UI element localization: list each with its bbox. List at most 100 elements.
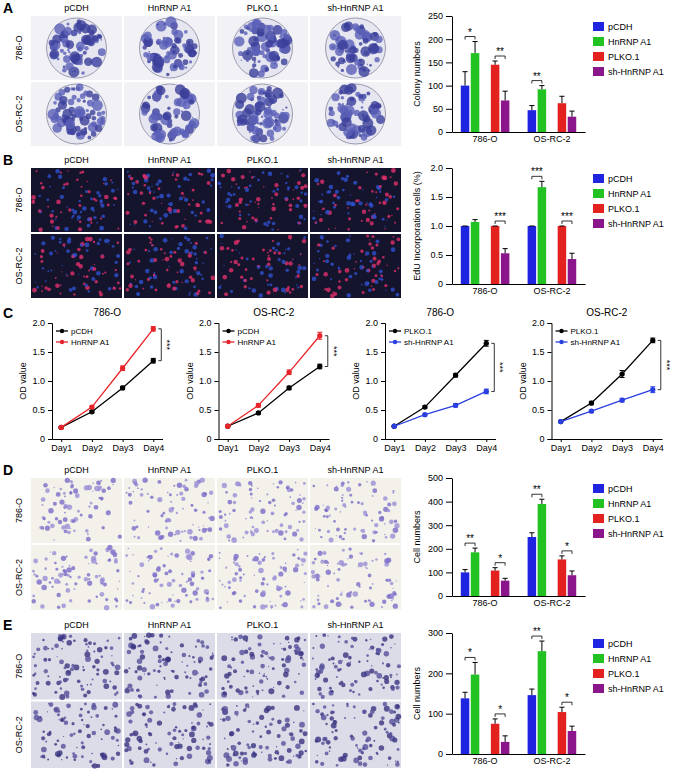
- cell-texture: [203, 525, 204, 526]
- cell-texture: [66, 249, 70, 253]
- cell-texture: [353, 181, 357, 185]
- cell-texture: [63, 572, 67, 576]
- cell-texture: [290, 238, 291, 239]
- cell-texture: [344, 178, 348, 182]
- cell-texture: [161, 602, 162, 603]
- cell-texture: [156, 20, 167, 31]
- cell-texture: [364, 600, 367, 603]
- cell-texture: [108, 558, 112, 562]
- cell-texture: [252, 526, 255, 529]
- panel: C: [3, 305, 13, 321]
- cell-texture: [181, 111, 192, 122]
- plate: [233, 84, 293, 144]
- cell-texture: [66, 206, 68, 208]
- cell-texture: [87, 218, 91, 222]
- cell-texture: [347, 97, 357, 107]
- cell-texture: [155, 530, 161, 536]
- cell-texture: [365, 254, 366, 255]
- cell-texture: [251, 176, 253, 178]
- cell-texture: [362, 210, 366, 214]
- cell-texture: [78, 227, 82, 231]
- cell-texture: [375, 243, 378, 246]
- cell-texture: [368, 574, 372, 578]
- cell-texture: [245, 203, 248, 206]
- cell-texture: [297, 557, 300, 560]
- cell-texture: [326, 570, 331, 575]
- cell-texture: [203, 251, 205, 253]
- cell-texture: [381, 606, 383, 608]
- cell-texture: [56, 226, 60, 230]
- cell-texture: [182, 43, 186, 47]
- cell-texture: [37, 579, 42, 584]
- micrograph-background: [124, 168, 215, 232]
- cell-texture: [219, 527, 222, 530]
- cell-texture: [158, 187, 161, 190]
- cell-texture: [128, 487, 130, 489]
- cell-texture: [157, 497, 162, 502]
- cell-texture: [172, 281, 175, 284]
- cell-texture: [189, 99, 194, 104]
- cell-texture: [207, 502, 208, 503]
- cell-texture: [270, 601, 271, 602]
- cell-texture: [392, 588, 393, 589]
- cell-texture: [83, 100, 86, 103]
- cell-texture: [266, 279, 268, 281]
- cell-texture: [257, 28, 265, 36]
- cell-texture: [265, 40, 273, 48]
- cell-texture: [193, 286, 196, 289]
- cell-texture: [147, 493, 149, 495]
- cell-texture: [224, 292, 228, 296]
- cell-texture: [349, 554, 353, 558]
- cell-texture: [160, 125, 162, 127]
- cell-texture: [36, 286, 38, 288]
- cell-texture: [63, 183, 66, 186]
- cell-texture: [151, 132, 160, 141]
- cell-texture: [49, 251, 53, 255]
- cell-texture: [205, 219, 209, 223]
- cell-texture: [150, 238, 152, 240]
- cell-texture: [228, 205, 232, 209]
- cell-texture: [181, 192, 184, 195]
- micrograph-placeholder: [310, 168, 401, 232]
- cell-texture: [141, 488, 143, 490]
- column-label: sh-HnRNP A1: [328, 3, 384, 13]
- cell-texture: [284, 291, 286, 293]
- cell-texture: [183, 196, 185, 198]
- cell-texture: [382, 200, 386, 204]
- cell-texture: [200, 570, 203, 573]
- cell-texture: [238, 568, 242, 572]
- cell-texture: [204, 251, 207, 254]
- cell-texture: [295, 482, 296, 483]
- cell-texture: [277, 38, 288, 49]
- cell-texture: [86, 113, 92, 119]
- cell-texture: [354, 272, 357, 275]
- cell-texture: [43, 483, 48, 488]
- cell-texture: [50, 551, 51, 552]
- cell-texture: [202, 200, 205, 203]
- cell-texture: [261, 582, 265, 586]
- cell-texture: [321, 237, 323, 239]
- cell-texture: [73, 530, 76, 533]
- cell-texture: [69, 51, 80, 62]
- cell-texture: [257, 265, 259, 267]
- cell-texture: [92, 93, 99, 100]
- cell-texture: [209, 491, 213, 495]
- cell-texture: [100, 496, 103, 499]
- cell-texture: [257, 179, 260, 182]
- cell-texture: [65, 182, 68, 185]
- micrograph-background: [217, 16, 308, 80]
- cell-texture: [366, 218, 370, 222]
- cell-texture: [397, 267, 399, 269]
- cell-texture: [285, 197, 288, 200]
- cell-texture: [163, 37, 166, 40]
- cell-texture: [257, 60, 260, 63]
- cell-texture: [227, 500, 232, 505]
- cell-texture: [110, 179, 112, 181]
- cell-texture: [185, 549, 190, 554]
- cell-texture: [188, 577, 192, 581]
- cell-texture: [115, 605, 118, 608]
- cell-texture: [92, 100, 103, 111]
- cell-texture: [108, 287, 112, 291]
- cell-texture: [70, 491, 72, 493]
- cell-texture: [353, 527, 356, 530]
